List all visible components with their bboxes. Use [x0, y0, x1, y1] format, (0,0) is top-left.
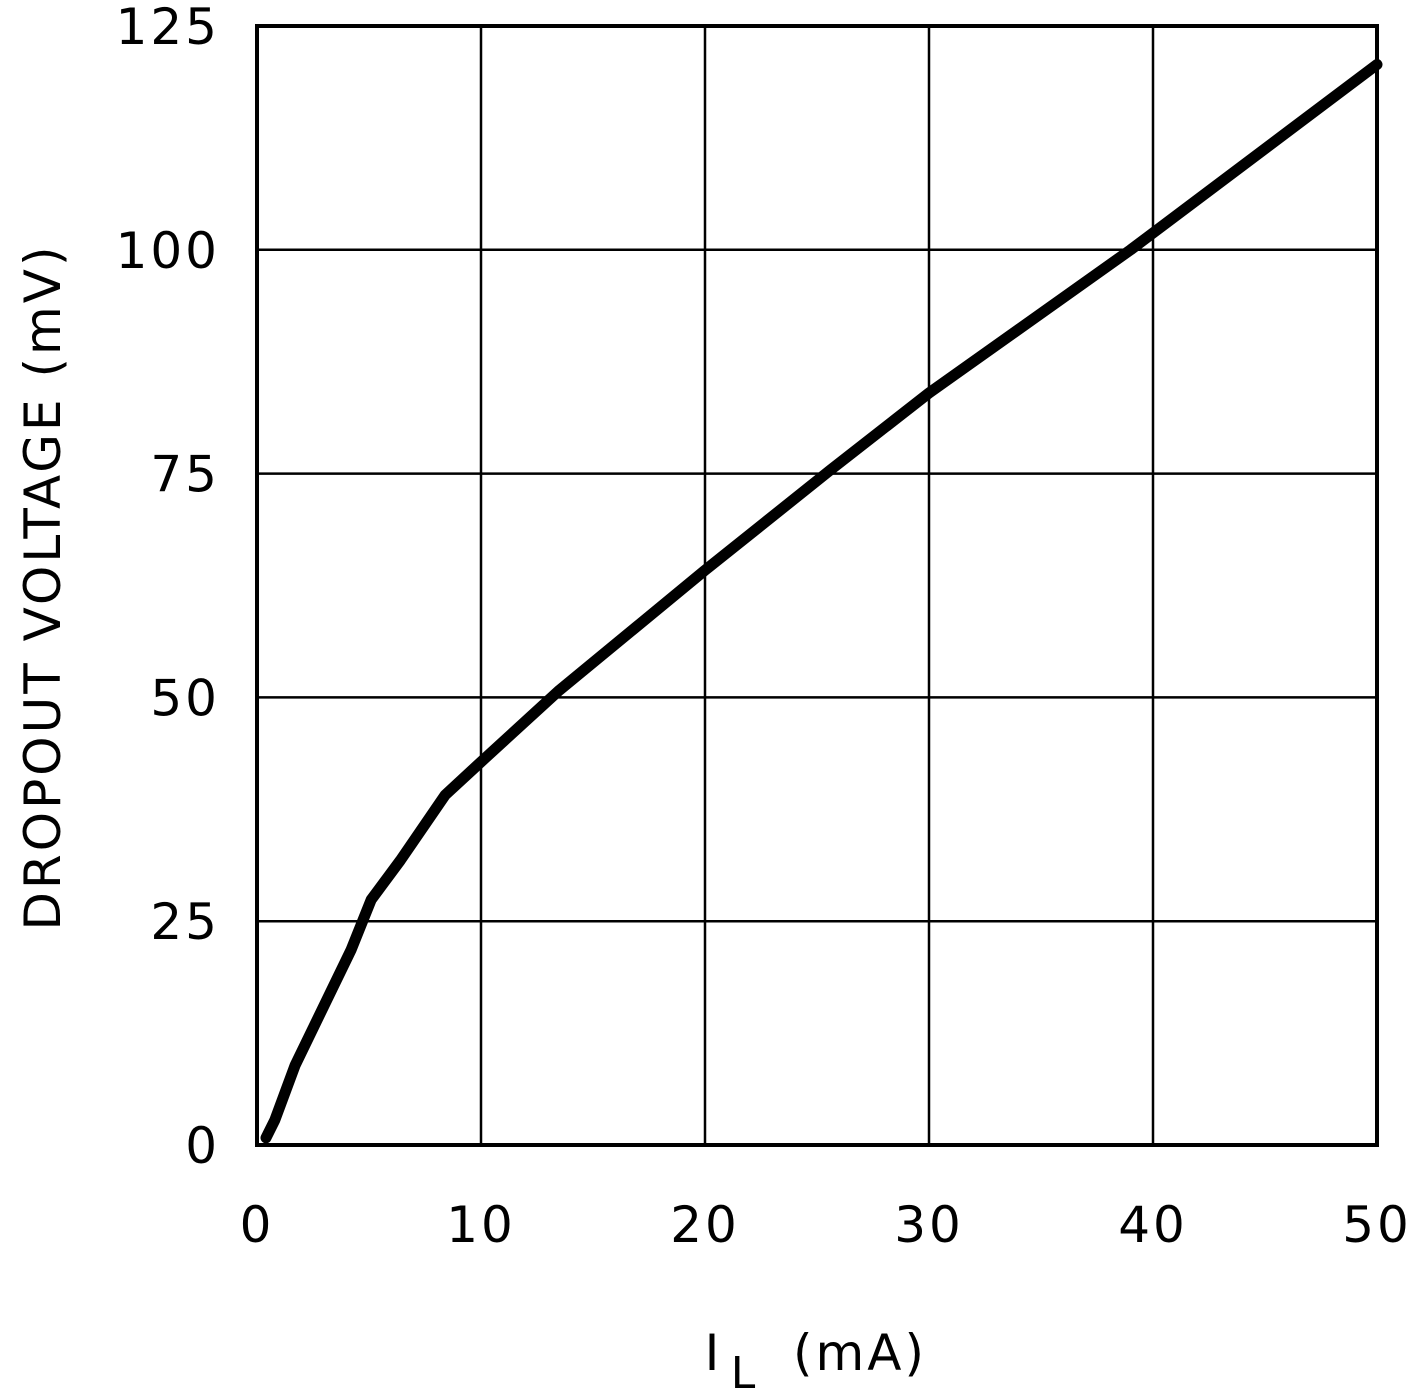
plot-frame	[255, 24, 1379, 1147]
x-axis-label-subscript: L	[731, 1348, 756, 1390]
x-axis-label: I L (mA)	[705, 1324, 927, 1390]
y-tick-label: 125	[116, 0, 220, 56]
y-axis-label: DROPOUT VOLTAGE (mV)	[14, 244, 72, 931]
x-axis-label-main: I	[705, 1324, 720, 1382]
x-tick-label: 30	[894, 1196, 964, 1254]
x-tick-label: 0	[240, 1196, 275, 1254]
x-tick-label: 50	[1342, 1196, 1409, 1254]
x-tick-labels: 0 10 20 30 40 50	[240, 1196, 1409, 1254]
y-tick-label: 50	[150, 669, 220, 727]
y-tick-label: 75	[150, 446, 220, 504]
x-axis-label-unit: (mA)	[793, 1324, 927, 1382]
x-tick-label: 10	[446, 1196, 516, 1254]
series-line-dropout-voltage	[260, 59, 1383, 1144]
y-tick-labels: 0 25 50 75 100 125	[116, 0, 220, 1175]
y-tick-label: 25	[150, 893, 220, 951]
y-tick-label: 0	[185, 1117, 220, 1175]
x-tick-label: 40	[1118, 1196, 1188, 1254]
x-tick-label: 20	[670, 1196, 740, 1254]
y-tick-label: 100	[116, 222, 220, 280]
